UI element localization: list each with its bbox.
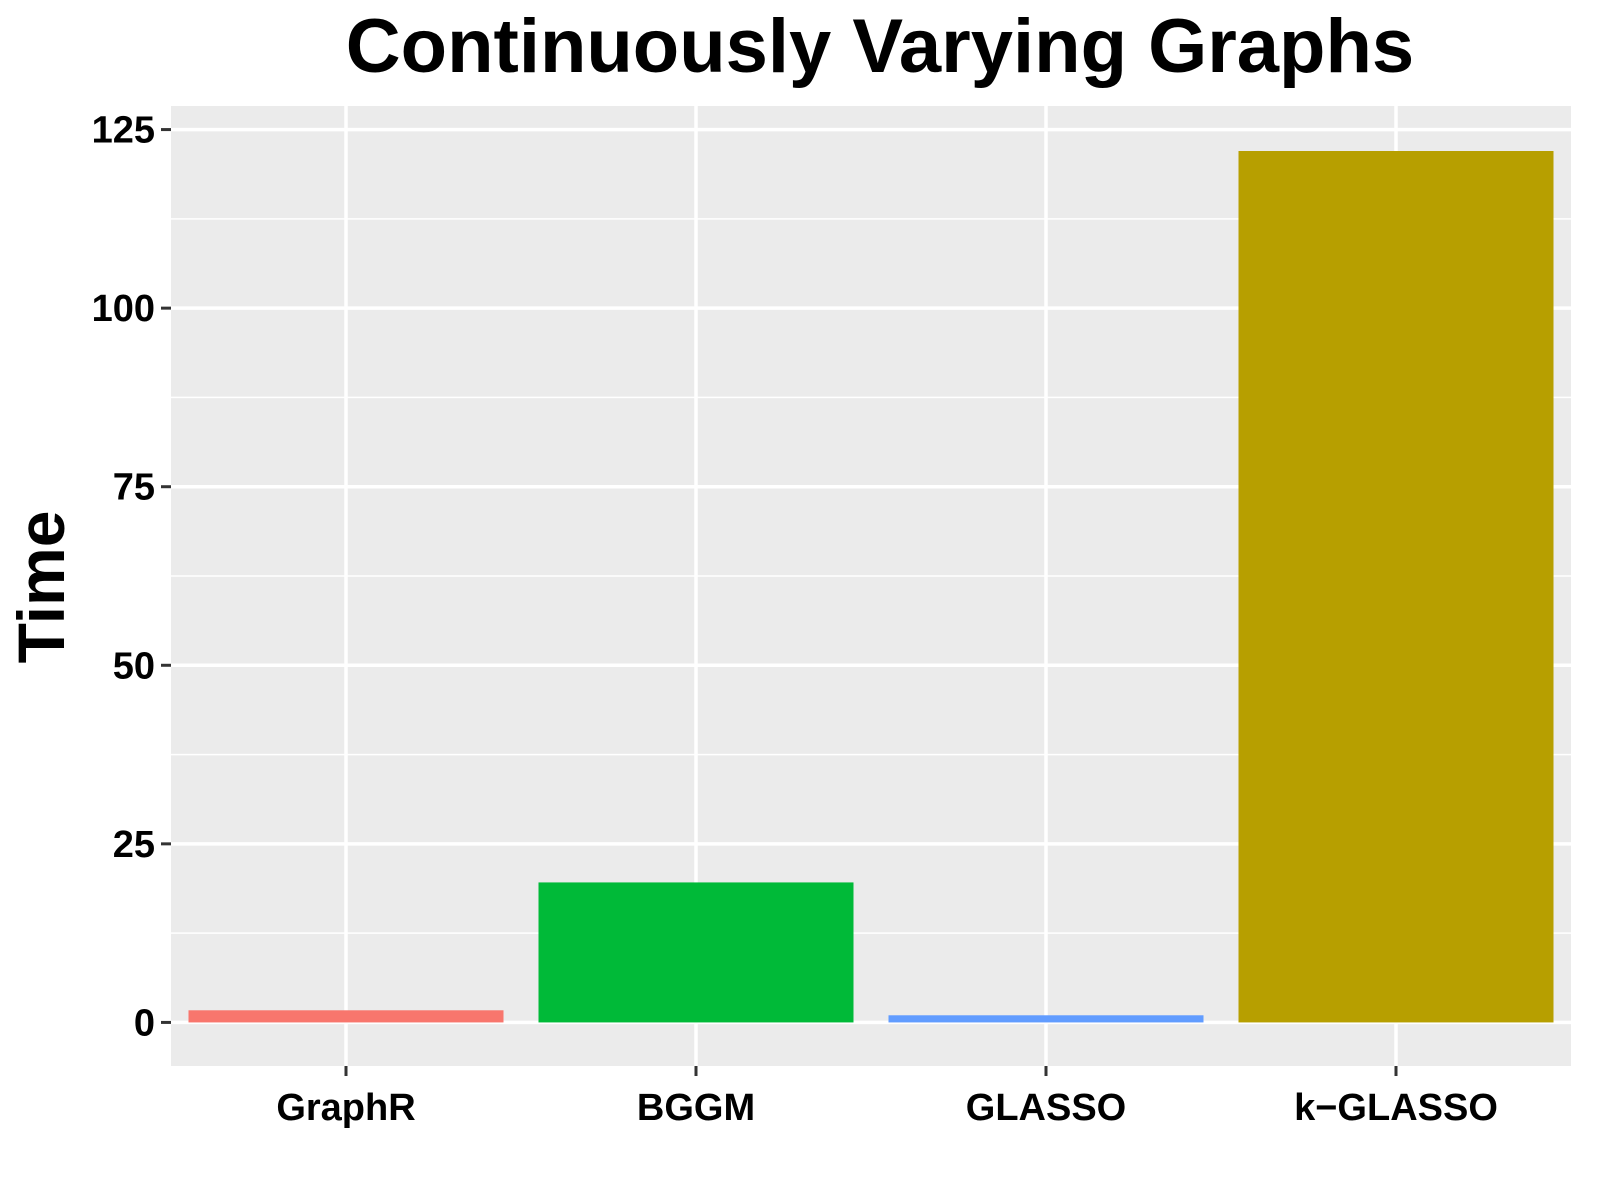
x-tick-label: k−GLASSO (1294, 1087, 1498, 1129)
y-tick-label: 0 (134, 1002, 155, 1044)
y-axis-title: Time (4, 511, 78, 664)
chart-title: Continuously Varying Graphs (346, 4, 1414, 89)
y-axis: 0 25 50 75 100 125 (92, 110, 171, 1044)
x-axis: GraphR BGGM GLASSO k−GLASSO (276, 1066, 1498, 1129)
y-tick-label: 50 (113, 645, 155, 687)
y-tick-label: 125 (92, 110, 155, 152)
bars (188, 151, 1554, 1023)
bar-0 (188, 1010, 504, 1023)
bar-3 (1238, 151, 1554, 1023)
x-tick-label: BGGM (637, 1087, 755, 1129)
y-tick-label: 75 (113, 467, 155, 509)
x-tick-label: GLASSO (966, 1087, 1126, 1129)
x-tick-label: GraphR (276, 1087, 415, 1129)
y-tick-label: 100 (92, 288, 155, 330)
bar-1 (538, 882, 854, 1023)
y-tick-label: 25 (113, 824, 155, 866)
bar-2 (888, 1015, 1204, 1023)
